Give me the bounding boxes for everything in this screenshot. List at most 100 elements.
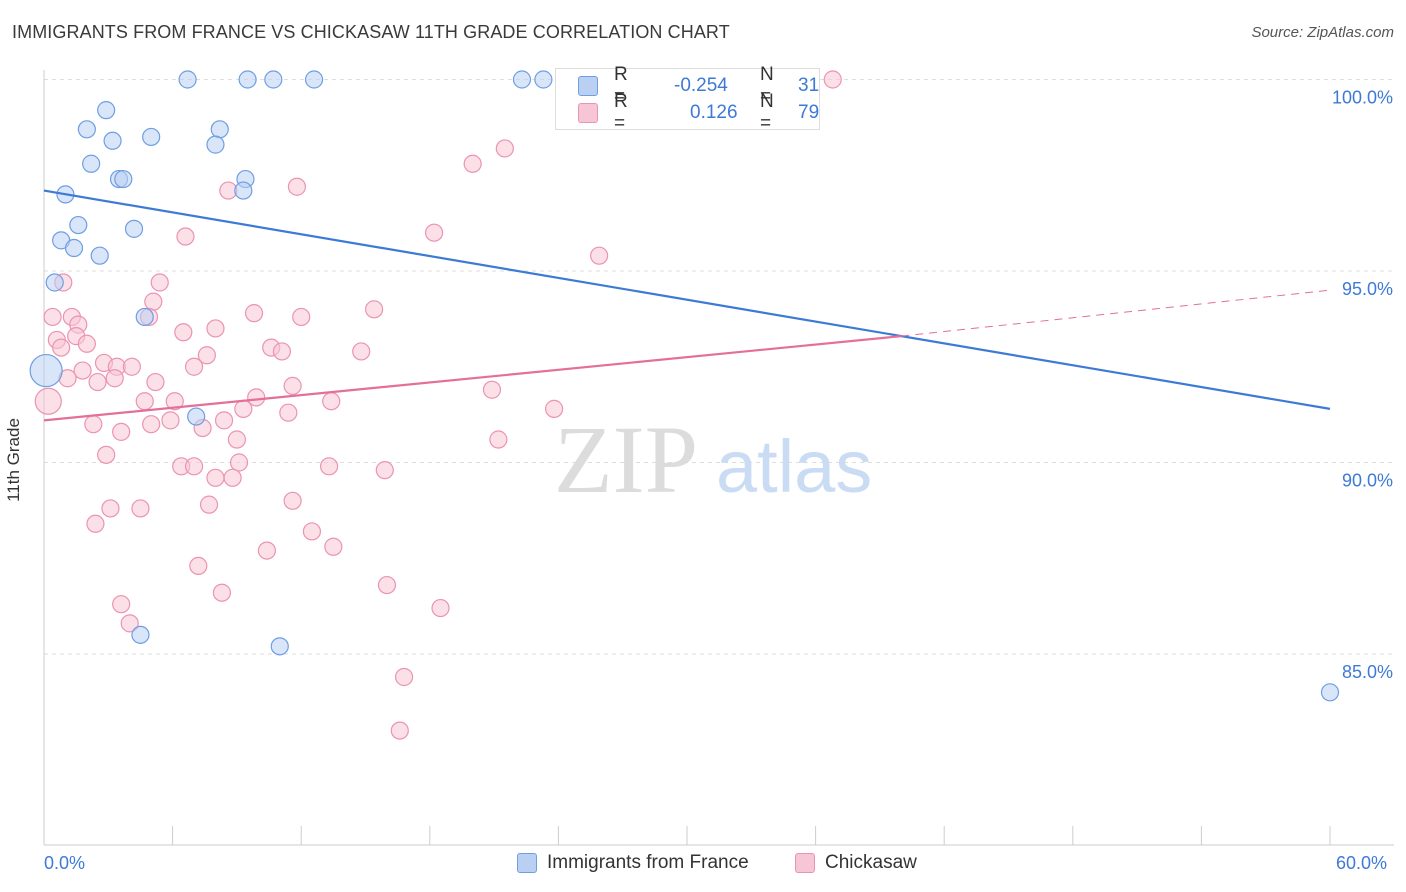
france-point: [124, 219, 144, 238]
source-credit: Source: ZipAtlas.com: [1251, 24, 1394, 41]
france-point: [45, 273, 64, 292]
france-point: [64, 238, 84, 258]
chickasaw-point: [101, 499, 120, 518]
france-point: [534, 70, 553, 89]
france-point: [270, 637, 289, 656]
chickasaw-point: [364, 300, 384, 319]
chickasaw-point: [189, 556, 208, 576]
chickasaw-point: [206, 319, 225, 338]
trend-lines: [43, 189, 1331, 422]
chickasaw-point: [431, 598, 450, 618]
chickasaw-point: [292, 307, 311, 327]
chickasaw-point: [52, 338, 71, 357]
gridlines: [44, 79, 1394, 655]
chickasaw-point: [97, 445, 116, 464]
france-point: [69, 215, 88, 235]
chickasaw-point: [227, 430, 246, 449]
france-points: [29, 70, 1340, 702]
chickasaw-point: [112, 422, 131, 441]
chickasaw-point: [212, 583, 231, 602]
chickasaw-point: [105, 369, 124, 388]
france-point: [210, 120, 229, 139]
chickasaw-trend-line: [43, 335, 902, 422]
chickasaw-point: [375, 461, 394, 480]
bottom-legend: Immigrants from France Chickasaw: [0, 852, 1406, 876]
legend-item-france[interactable]: Immigrants from France: [517, 852, 749, 874]
chickasaw-point: [161, 411, 180, 430]
france-point: [131, 625, 150, 644]
chickasaw-point: [463, 154, 482, 173]
france-swatch: [578, 76, 598, 96]
x-tick-max: 60.0%: [1336, 853, 1388, 873]
chickasaw-trend-line: [901, 289, 1331, 337]
france-trend-line: [43, 189, 1331, 410]
chickasaw-point: [482, 380, 502, 399]
y-tick-label: 90.0%: [1342, 471, 1393, 491]
chickasaw-point: [112, 595, 131, 614]
chickasaw-point: [244, 304, 264, 323]
chickasaw-point: [176, 227, 195, 246]
chickasaw-point: [144, 292, 163, 311]
stats-legend: R = -0.254 N = 31 R = 0.126 N = 79: [555, 64, 820, 134]
r-value: 0.126: [690, 102, 738, 123]
france-point: [187, 407, 206, 426]
chickasaw-point: [88, 372, 107, 392]
france-point: [238, 70, 257, 89]
chickasaw-point: [214, 411, 234, 430]
chickasaw-point: [165, 392, 184, 411]
chart-title: IMMIGRANTS FROM FRANCE VS CHICKASAW 11TH…: [12, 22, 730, 42]
watermark-zip: ZIP: [554, 406, 698, 513]
chickasaw-point: [184, 457, 204, 476]
chickasaw-swatch: [795, 853, 815, 873]
y-tick-label: 85.0%: [1342, 662, 1393, 682]
chickasaw-swatch: [578, 103, 598, 123]
chickasaw-point: [495, 139, 514, 158]
france-point: [90, 246, 109, 265]
chickasaw-point: [206, 468, 225, 487]
chickasaw-point: [272, 342, 292, 361]
chickasaw-point: [229, 453, 249, 472]
n-value: 31: [798, 75, 820, 96]
france-point: [1320, 683, 1340, 702]
chickasaw-point: [302, 522, 322, 541]
chickasaw-point: [394, 667, 414, 687]
legend-item-chickasaw[interactable]: Chickasaw: [795, 852, 917, 874]
n-value: 79: [798, 102, 820, 123]
chickasaw-point: [390, 721, 409, 740]
chickasaw-point: [86, 514, 105, 533]
watermark-atlas: atlas: [716, 425, 872, 508]
x-tick-min: 0.0%: [44, 853, 86, 873]
chickasaw-point: [247, 388, 266, 407]
y-axis-label: 11th Grade: [4, 418, 23, 502]
chickasaw-point: [197, 346, 216, 365]
france-point: [77, 120, 96, 139]
france-point: [264, 70, 283, 89]
france-swatch: [517, 853, 537, 873]
r-value: -0.254: [674, 75, 728, 96]
france-point: [512, 70, 532, 89]
y-tick-label: 95.0%: [1342, 279, 1393, 299]
france-point: [103, 131, 122, 150]
france-point: [82, 154, 101, 173]
chickasaw-point: [322, 392, 341, 411]
chickasaw-point: [489, 430, 508, 449]
chickasaw-point: [146, 372, 165, 392]
chickasaw-point: [319, 457, 339, 476]
chickasaw-point: [142, 415, 161, 434]
chickasaw-point: [352, 342, 371, 361]
chickasaw-point: [43, 307, 62, 327]
chickasaw-point: [223, 468, 242, 487]
chickasaw-point: [377, 575, 397, 595]
france-point: [206, 135, 225, 154]
chickasaw-point: [184, 357, 204, 376]
r-label: R =: [614, 91, 628, 134]
chickasaw-point: [424, 223, 444, 242]
chickasaw-point: [545, 399, 564, 418]
chickasaw-point: [324, 537, 343, 556]
legend-label: Immigrants from France: [547, 852, 749, 873]
chickasaw-point: [131, 499, 150, 518]
france-point: [97, 101, 116, 120]
chickasaw-point: [174, 323, 193, 342]
chickasaw-point: [590, 246, 609, 265]
